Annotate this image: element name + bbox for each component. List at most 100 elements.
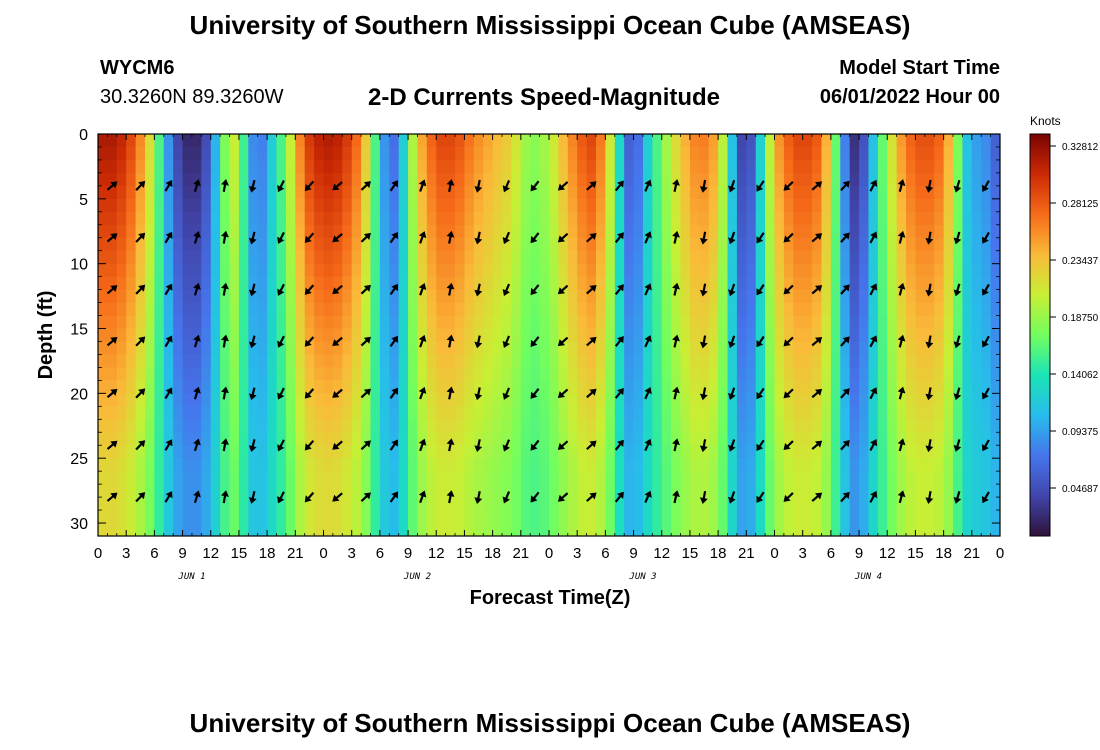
heatmap-cell — [210, 302, 221, 317]
heatmap-cell — [755, 250, 766, 265]
heatmap-cell — [896, 419, 907, 433]
heatmap-cell — [539, 406, 550, 420]
heatmap-cell — [624, 289, 635, 304]
heatmap-cell — [511, 172, 522, 187]
heatmap-cell — [304, 341, 315, 356]
heatmap-cell — [915, 393, 926, 407]
heatmap-cell — [539, 341, 550, 356]
heatmap-cell — [154, 328, 165, 343]
current-arrow — [756, 387, 765, 400]
heatmap-cell — [530, 484, 541, 498]
heatmap-cell — [924, 380, 935, 394]
heatmap-cell — [530, 302, 541, 317]
heatmap-cell — [379, 315, 390, 330]
heatmap-cell — [595, 341, 606, 356]
heatmap-cell — [906, 237, 917, 252]
heatmap-cell — [520, 250, 531, 265]
heatmap-cell — [990, 445, 1000, 459]
current-arrow — [193, 282, 201, 296]
heatmap-cell — [436, 419, 447, 433]
heatmap-cell — [699, 458, 710, 472]
heatmap-cell — [379, 432, 390, 446]
heatmap-cell — [182, 250, 193, 265]
heatmap-cell — [718, 367, 729, 381]
current-arrow — [530, 387, 540, 399]
heatmap-cell — [144, 250, 155, 265]
heatmap-cell — [502, 198, 513, 213]
current-arrow — [925, 179, 934, 193]
heatmap-cell — [361, 471, 372, 485]
heatmap-cell — [652, 419, 663, 433]
heatmap-cell — [849, 276, 860, 291]
heatmap-cell — [248, 263, 259, 278]
heatmap-cell — [370, 458, 381, 472]
heatmap-cell — [774, 523, 785, 536]
heatmap-cell — [577, 198, 588, 213]
heatmap-cell — [765, 159, 776, 174]
heatmap-cell — [906, 172, 917, 187]
heatmap-cell — [812, 302, 823, 317]
heatmap-cell — [812, 146, 823, 161]
heatmap-cell — [943, 250, 954, 265]
heatmap-cell — [116, 302, 127, 317]
heatmap-cell — [614, 146, 625, 161]
heatmap-cell — [783, 354, 794, 369]
heatmap-cell — [126, 341, 137, 356]
heatmap-cell — [361, 315, 372, 330]
heatmap-cell — [633, 211, 644, 226]
heatmap-cell — [642, 419, 653, 433]
heatmap-cell — [774, 406, 785, 420]
heatmap-cell — [173, 172, 184, 187]
heatmap-cell — [953, 341, 964, 356]
heatmap-cell — [953, 237, 964, 252]
heatmap-cell — [915, 380, 926, 394]
heatmap-cell — [295, 276, 306, 291]
heatmap-cell — [539, 380, 550, 394]
heatmap-cell — [981, 328, 992, 343]
heatmap-cell — [426, 159, 437, 174]
heatmap-cell — [248, 523, 259, 536]
heatmap-cell — [408, 497, 419, 511]
heatmap-cell — [924, 406, 935, 420]
heatmap-cell — [718, 523, 729, 536]
heatmap-cell — [351, 172, 362, 187]
current-arrow — [389, 439, 399, 451]
heatmap-cell — [107, 146, 118, 161]
heatmap-cell — [727, 510, 738, 524]
current-arrow — [304, 388, 315, 399]
heatmap-cell — [830, 224, 841, 239]
heatmap-cell — [595, 185, 606, 200]
heatmap-cell — [229, 341, 240, 356]
heatmap-cell — [821, 263, 832, 278]
heatmap-cell — [680, 134, 691, 148]
current-arrow — [418, 283, 427, 296]
current-arrow — [502, 179, 511, 193]
heatmap-cell — [314, 458, 325, 472]
heatmap-cell — [455, 380, 466, 394]
current-arrow — [953, 179, 962, 193]
heatmap-cell — [727, 146, 738, 161]
heatmap-cell — [755, 185, 766, 200]
heatmap-cell — [492, 315, 503, 330]
heatmap-cell — [727, 497, 738, 511]
heatmap-cell — [511, 393, 522, 407]
heatmap-cell — [783, 185, 794, 200]
heatmap-cell — [295, 159, 306, 174]
heatmap-cell — [220, 458, 231, 472]
heatmap-cell — [821, 341, 832, 356]
heatmap-cell — [417, 458, 428, 472]
current-arrow — [418, 438, 427, 452]
heatmap-cell — [586, 445, 597, 459]
heatmap-cell — [633, 224, 644, 239]
heatmap-cell — [520, 510, 531, 524]
current-arrow — [446, 386, 455, 400]
heatmap-cell — [229, 510, 240, 524]
heatmap-cell — [821, 172, 832, 187]
heatmap-cell — [539, 458, 550, 472]
heatmap-cell — [549, 185, 559, 200]
heatmap-cell — [191, 458, 202, 472]
heatmap-cell — [595, 445, 606, 459]
heatmap-cell — [107, 484, 118, 498]
current-arrow — [164, 283, 173, 296]
heatmap-cell — [116, 406, 127, 420]
